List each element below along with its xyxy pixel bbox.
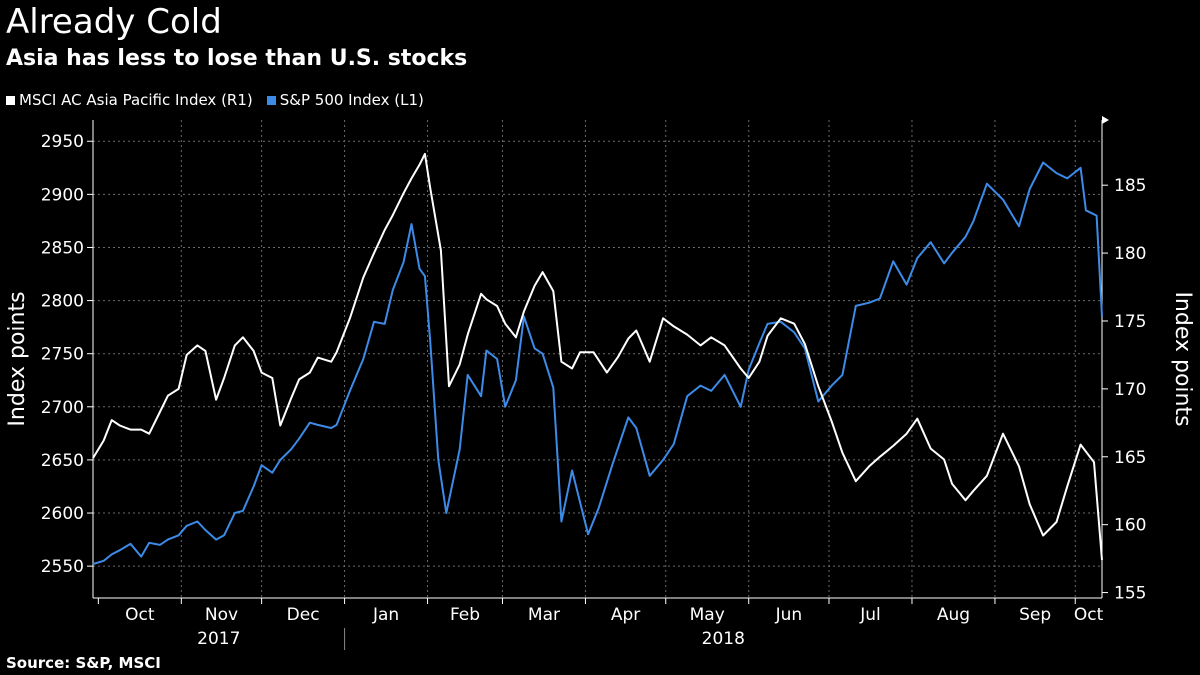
- source-note: Source: S&P, MSCI: [6, 654, 161, 672]
- legend-label-spx: S&P 500 Index (L1): [279, 91, 424, 109]
- y-tick-right: 155: [1114, 584, 1146, 604]
- y-axis-label-right: Index points: [1170, 291, 1195, 426]
- series-line-msci: [92, 152, 1103, 561]
- legend-swatch-spx: [266, 95, 276, 105]
- y-tick-left: 2850: [41, 238, 84, 258]
- y-tick-left: 2900: [41, 185, 84, 205]
- x-tick-month: Dec: [287, 605, 320, 625]
- right-axis-arrow: [1102, 116, 1109, 124]
- y-tick-left: 2750: [41, 345, 84, 365]
- x-tick-month: Oct: [125, 605, 155, 625]
- x-tick-month: May: [690, 605, 725, 625]
- series-line-spx: [92, 161, 1103, 565]
- y-tick-left: 2600: [41, 504, 84, 524]
- y-tick-left: 2950: [41, 132, 84, 152]
- chart-title: Already Cold: [6, 2, 222, 42]
- y-tick-right: 175: [1114, 312, 1146, 332]
- x-tick-month: Jul: [859, 605, 881, 625]
- y-tick-left: 2650: [41, 451, 84, 471]
- y-tick-left: 2800: [41, 292, 84, 312]
- x-tick-month: Feb: [450, 605, 480, 625]
- x-year-label: 2018: [702, 629, 745, 649]
- x-tick-month: Aug: [937, 605, 970, 625]
- y-tick-right: 185: [1114, 176, 1146, 196]
- x-tick-month: Nov: [205, 605, 238, 625]
- legend: MSCI AC Asia Pacific Index (R1) S&P 500 …: [6, 91, 424, 109]
- x-tick-month: Apr: [611, 605, 640, 625]
- y-tick-right: 165: [1114, 448, 1146, 468]
- y-axis-label-left: Index points: [5, 291, 30, 426]
- y-tick-right: 170: [1114, 380, 1146, 400]
- legend-item-msci: MSCI AC Asia Pacific Index (R1): [6, 91, 253, 109]
- x-tick-month: Jan: [372, 605, 399, 625]
- legend-label-msci: MSCI AC Asia Pacific Index (R1): [19, 91, 253, 109]
- y-tick-right: 180: [1114, 244, 1146, 264]
- legend-swatch-msci: [6, 95, 15, 105]
- x-tick-month: Sep: [1019, 605, 1051, 625]
- x-tick-month: Mar: [528, 605, 560, 625]
- x-year-label: 2017: [197, 629, 240, 649]
- y-tick-left: 2700: [41, 398, 84, 418]
- y-tick-right: 160: [1114, 516, 1146, 536]
- legend-item-spx: S&P 500 Index (L1): [266, 91, 424, 109]
- x-tick-month: Oct: [1074, 605, 1104, 625]
- x-tick-month: Jun: [775, 605, 803, 625]
- chart-subtitle: Asia has less to lose than U.S. stocks: [6, 46, 468, 71]
- y-tick-left: 2550: [41, 557, 84, 577]
